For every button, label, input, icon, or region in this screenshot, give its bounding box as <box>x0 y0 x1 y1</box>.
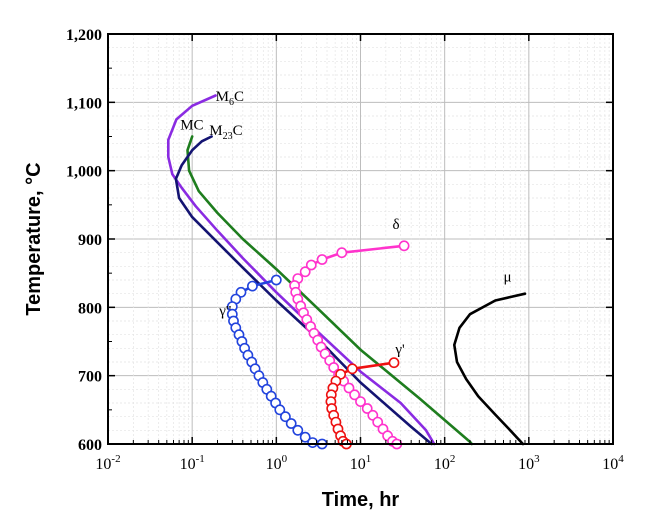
y-tick-label: 1,000 <box>66 164 102 181</box>
x-tick-label: 100 <box>266 453 288 473</box>
y-tick-label: 700 <box>78 369 102 386</box>
series-label-delta: δ <box>393 217 400 233</box>
data-point-delta <box>372 416 384 428</box>
data-point-gamma_double_prime <box>285 418 297 429</box>
grid <box>108 34 613 444</box>
series-line-M23C6 <box>174 135 433 446</box>
data-point-delta <box>316 254 328 265</box>
y-tick-label: 600 <box>78 437 102 454</box>
data-point-gamma_double_prime <box>299 431 311 443</box>
series-label-gamma_double_prime: γ'' <box>218 304 231 320</box>
curves <box>167 94 527 450</box>
x-tick-label: 102 <box>434 453 456 473</box>
curve-labels: M6C MC M23C δ γ'' γ' μ <box>180 89 511 358</box>
y-tick-label: 900 <box>78 232 102 249</box>
series-label-M6C: M6C <box>216 89 244 108</box>
data-point-gamma_prime <box>346 363 358 375</box>
x-tick-labels: 10-2 10-1 100 101 102 103 104 <box>95 453 624 473</box>
data-point-gamma_prime <box>388 357 400 369</box>
x-tick-label: 103 <box>518 453 540 473</box>
x-tick-label: 10-1 <box>180 453 205 473</box>
data-point-gamma_double_prime <box>279 411 291 423</box>
y-tick-label: 1,100 <box>66 95 102 112</box>
data-point-gamma_double_prime <box>270 274 282 286</box>
x-tick-label: 101 <box>350 453 372 473</box>
data-point-gamma_double_prime <box>246 280 258 292</box>
series-line-M6C <box>167 94 436 446</box>
data-point-delta <box>398 240 410 252</box>
y-tick-labels: 600 700 800 900 1,000 1,100 1,200 <box>66 27 102 454</box>
data-point-delta <box>299 266 311 278</box>
x-tick-label: 10-2 <box>95 453 120 473</box>
series-line-MC <box>186 135 474 446</box>
y-tick-label: 800 <box>78 300 102 317</box>
data-point-gamma_double_prime <box>307 437 318 448</box>
series-label-MC: MC <box>180 118 203 134</box>
data-point-gamma_double_prime <box>292 424 304 436</box>
axis-ticks <box>107 33 614 445</box>
data-point-delta <box>361 403 373 414</box>
series-label-mu: μ <box>504 269 512 285</box>
y-axis-title: Temperature, °C <box>23 162 45 315</box>
series-label-M23C6: M23C <box>209 123 242 142</box>
data-point-delta <box>355 396 366 407</box>
x-axis-title: Time, hr <box>322 489 400 511</box>
x-tick-label: 104 <box>602 453 624 473</box>
data-point-delta <box>343 382 355 394</box>
y-tick-label: 1,200 <box>66 27 102 44</box>
data-point-delta <box>349 389 360 401</box>
series-line-mu <box>453 292 527 446</box>
data-point-delta <box>336 247 348 259</box>
series-label-gamma_prime: γ' <box>394 342 405 358</box>
data-point-gamma_double_prime <box>274 404 286 416</box>
data-point-delta <box>305 259 317 271</box>
